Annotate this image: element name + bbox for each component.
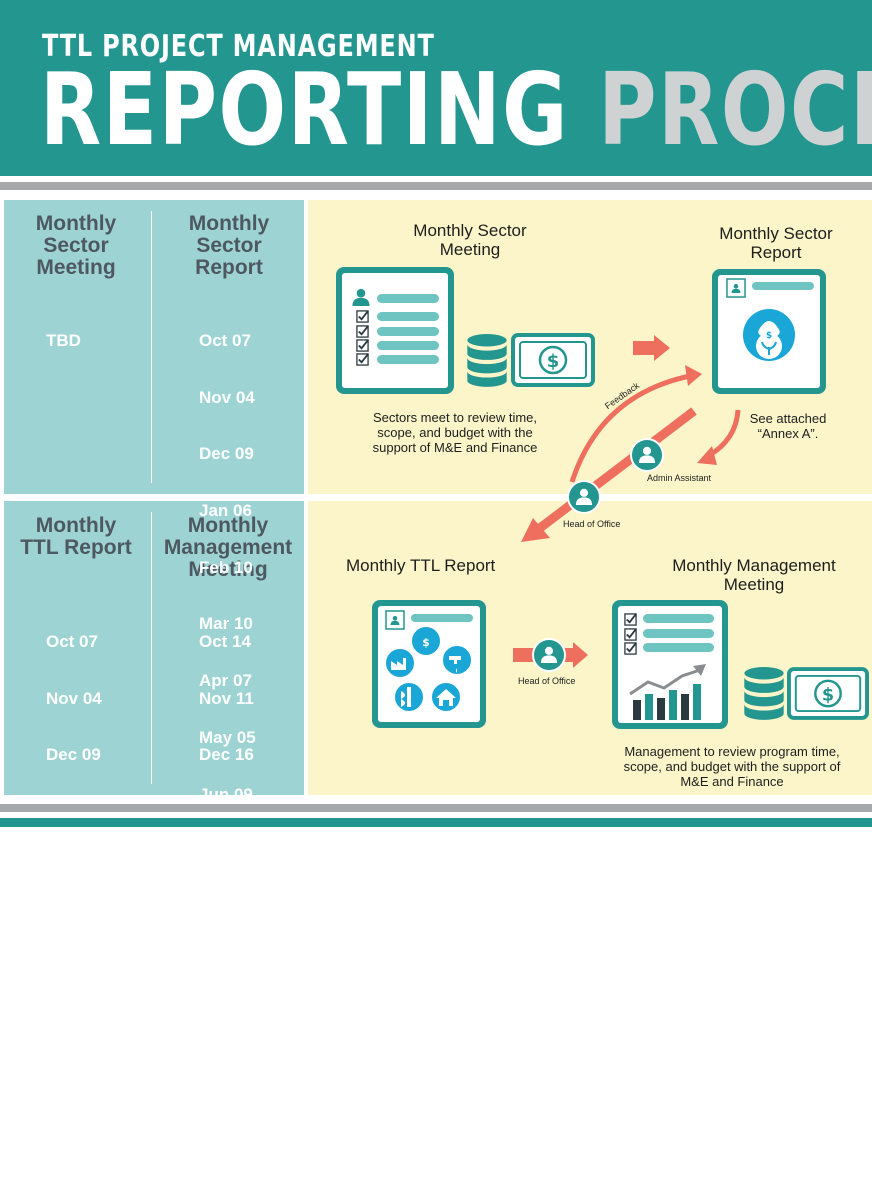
chart-icon	[629, 664, 706, 720]
date-item: Nov 04	[199, 387, 255, 407]
arrow-diagonal	[537, 407, 697, 532]
date-item: Jul 07	[46, 1142, 95, 1162]
money-bag-icon	[410, 625, 442, 657]
date-item: Jan 06	[199, 500, 252, 520]
head-of-office-icon	[532, 638, 566, 672]
sector-report-title: Monthly Sector Report	[188, 212, 270, 279]
checkbox-icon	[624, 628, 637, 641]
sector-meeting-title: Monthly Sector Meeting	[35, 212, 117, 279]
management-meeting-title: Monthly Management Meeting	[163, 514, 293, 581]
ttl-report-title: Monthly TTL Report	[20, 514, 132, 559]
date-item: May 05	[199, 727, 256, 747]
date-item: Oct 07	[199, 330, 251, 350]
header-banner	[0, 0, 872, 176]
money-icon	[513, 335, 593, 385]
checkbox-icon	[356, 353, 369, 366]
feedback-arrow	[569, 373, 691, 483]
schedule-panel-bottom	[4, 501, 304, 795]
date-item: Dec 09	[199, 444, 254, 464]
date-item: Nov 11	[199, 688, 254, 708]
date-item: Jul 14	[199, 1142, 248, 1162]
ttl-report-doc: $	[372, 600, 486, 728]
footer-band	[0, 818, 872, 827]
meeting-checklist-doc	[336, 267, 454, 394]
footer-divider	[0, 804, 872, 812]
svg-text:$: $	[766, 331, 772, 341]
arrow-right-icon	[633, 335, 670, 361]
date-item: Mar 17	[199, 915, 253, 935]
database-icon	[744, 667, 784, 720]
admin-assistant-label: Admin Assistant	[647, 473, 712, 483]
date-item: Feb 10	[199, 557, 253, 577]
date-item: Apr 07	[199, 671, 252, 691]
header-divider	[0, 182, 872, 190]
date-item: TBD	[46, 330, 81, 350]
date-item: Nov 04	[46, 688, 102, 708]
header-title: REPORTING PROCESS	[40, 60, 872, 160]
head-of-office-label: Head of Office	[563, 519, 621, 529]
date-item: Dec 16	[199, 745, 254, 765]
process-diagram: $ $	[336, 267, 872, 729]
header-subtitle: TTL PROJECT MANAGEMENT	[42, 29, 435, 64]
sector-report-label: Monthly Sector Report	[719, 224, 833, 262]
sector-meeting-caption: Sectors meet to review time, scope, and …	[372, 410, 538, 455]
date-item: Jun 16	[199, 1085, 253, 1105]
sector-meeting-dates: TBD	[46, 294, 81, 370]
date-item: Dec 09	[46, 745, 101, 765]
head-of-office-icon	[567, 480, 601, 514]
date-item: Oct 07	[46, 631, 98, 651]
database-icon	[467, 334, 507, 387]
date-item: Mar 10	[46, 915, 100, 935]
sector-report-doc: $	[712, 269, 826, 394]
checkbox-icon	[624, 642, 637, 655]
header-title-part1: REPORTING	[40, 51, 569, 168]
column-divider	[151, 512, 152, 784]
admin-assistant-icon	[630, 438, 664, 472]
date-item: Feb 17	[199, 858, 253, 878]
sector-meeting-label: Monthly Sector Meeting	[413, 221, 527, 259]
date-item: Apr 14	[199, 972, 252, 992]
head-of-office-label-2: Head of Office	[518, 676, 576, 686]
date-item: Feb 10	[46, 858, 100, 878]
schedule-panel-top	[4, 200, 304, 494]
date-item: May 12	[199, 1028, 256, 1048]
svg-text:$: $	[422, 636, 430, 649]
management-meeting-doc	[612, 600, 728, 729]
ttl-report-label: Monthly TTL Report	[346, 556, 496, 575]
date-item: Apr 07	[46, 972, 99, 992]
checkbox-icon	[624, 613, 637, 626]
date-item: May 05	[46, 1028, 103, 1048]
checkbox-icon	[356, 339, 369, 352]
date-item: Jun 09	[46, 1085, 100, 1105]
date-item: Jun 09	[199, 784, 253, 804]
date-item: Mar 10	[199, 614, 253, 634]
management-meeting-caption: Management to review program time, scope…	[623, 744, 841, 789]
management-meeting-label: Monthly Management Meeting	[672, 556, 836, 594]
date-item: Oct 14	[199, 631, 251, 651]
checkbox-icon	[356, 310, 369, 323]
money-icon	[789, 669, 867, 718]
column-divider	[151, 211, 152, 483]
header-title-part2: PROCESS	[598, 51, 872, 168]
sector-report-caption: See attached “Annex A”.	[749, 411, 827, 441]
checkbox-icon	[356, 325, 369, 338]
